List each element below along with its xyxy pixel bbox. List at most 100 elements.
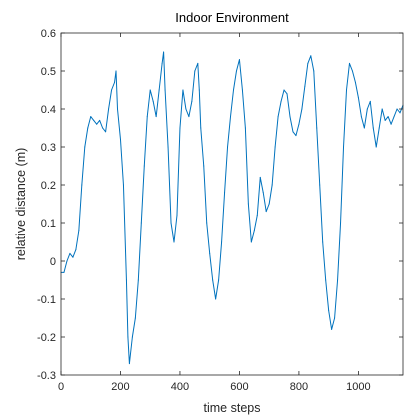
y-tick-label: -0.3	[37, 370, 56, 382]
data-point	[81, 184, 83, 186]
data-point	[346, 89, 347, 91]
data-point	[78, 230, 80, 232]
chart-title: Indoor Environment	[175, 10, 289, 25]
y-tick-label: 0.3	[41, 142, 56, 154]
x-tick-label: 800	[290, 381, 308, 393]
data-point	[331, 328, 333, 330]
data-point	[319, 184, 321, 186]
y-tick-label: 0.6	[41, 28, 56, 40]
data-point	[390, 123, 392, 125]
data-point	[256, 214, 258, 216]
x-tick-label: 1000	[346, 381, 370, 393]
data-point	[137, 279, 139, 281]
data-point	[167, 146, 169, 148]
y-tick-label: -0.2	[37, 332, 56, 344]
data-point	[127, 336, 129, 338]
data-point	[277, 116, 279, 118]
data-point	[149, 89, 151, 91]
data-point	[375, 146, 377, 148]
x-axis-title: time steps	[204, 401, 261, 415]
data-point	[230, 116, 232, 118]
data-point	[66, 260, 68, 262]
data-point	[337, 279, 339, 281]
y-tick-label: 0.1	[41, 218, 56, 230]
data-point	[334, 317, 336, 319]
data-point	[348, 62, 350, 64]
data-point	[369, 100, 371, 102]
data-point	[163, 51, 165, 53]
data-point	[194, 70, 196, 72]
data-point	[354, 81, 356, 83]
data-point	[158, 89, 160, 91]
data-point	[262, 192, 264, 194]
data-point	[259, 176, 261, 178]
data-point	[322, 241, 324, 243]
data-point	[366, 108, 368, 110]
data-point	[310, 55, 312, 57]
data-point	[117, 108, 118, 110]
data-point	[253, 230, 255, 232]
data-point	[393, 116, 395, 118]
data-point	[140, 222, 142, 224]
data-point	[295, 135, 297, 137]
data-point	[381, 108, 383, 110]
data-point	[378, 127, 380, 129]
data-point	[301, 108, 303, 110]
data-point	[128, 363, 130, 365]
data-point	[114, 81, 116, 83]
data-point	[203, 165, 205, 167]
data-point	[316, 127, 318, 129]
data-point	[197, 62, 199, 64]
data-point	[122, 184, 124, 186]
data-point	[224, 192, 226, 194]
data-point	[274, 146, 276, 148]
data-point	[134, 317, 136, 319]
data-point	[244, 127, 246, 129]
y-axis-title: relative distance (m)	[14, 148, 28, 261]
data-point	[221, 241, 223, 243]
data-point	[313, 70, 315, 72]
data-point	[131, 336, 133, 338]
data-point	[164, 89, 166, 91]
data-point	[176, 214, 178, 216]
data-point	[108, 108, 110, 110]
data-point	[191, 100, 193, 102]
data-point	[247, 203, 249, 205]
data-point	[182, 89, 184, 91]
data-point	[188, 116, 190, 118]
data-point	[357, 97, 359, 99]
data-point	[307, 62, 309, 64]
data-point	[102, 127, 104, 129]
data-point	[179, 127, 181, 129]
data-point	[227, 146, 229, 148]
data-point	[218, 279, 220, 281]
data-point	[161, 62, 163, 64]
data-point	[280, 100, 282, 102]
data-point	[105, 131, 107, 133]
x-tick-label: 400	[171, 381, 189, 393]
data-point	[72, 256, 74, 258]
data-point	[343, 146, 345, 148]
axis-ticks: 0 200 400 600 800 1000 -0.3 -0.2 -0.1 0 0.1 0.2 0.3 0…	[37, 28, 403, 393]
data-point	[209, 252, 211, 254]
data-point	[238, 59, 240, 61]
data-point	[90, 116, 92, 118]
data-point	[212, 279, 214, 281]
data-point	[271, 184, 273, 186]
data-point	[75, 249, 77, 251]
data-point	[351, 70, 353, 72]
data-point	[143, 165, 145, 167]
data-point	[283, 89, 285, 91]
plot-layer	[60, 51, 404, 365]
data-point	[215, 298, 217, 300]
data-point	[173, 241, 175, 243]
data-point	[125, 279, 127, 281]
data-point	[250, 241, 252, 243]
data-point	[241, 89, 243, 91]
data-point	[289, 116, 291, 118]
x-tick-label: 200	[111, 381, 129, 393]
data-point	[304, 85, 306, 87]
x-tick-label: 0	[58, 381, 64, 393]
data-point	[232, 89, 234, 91]
